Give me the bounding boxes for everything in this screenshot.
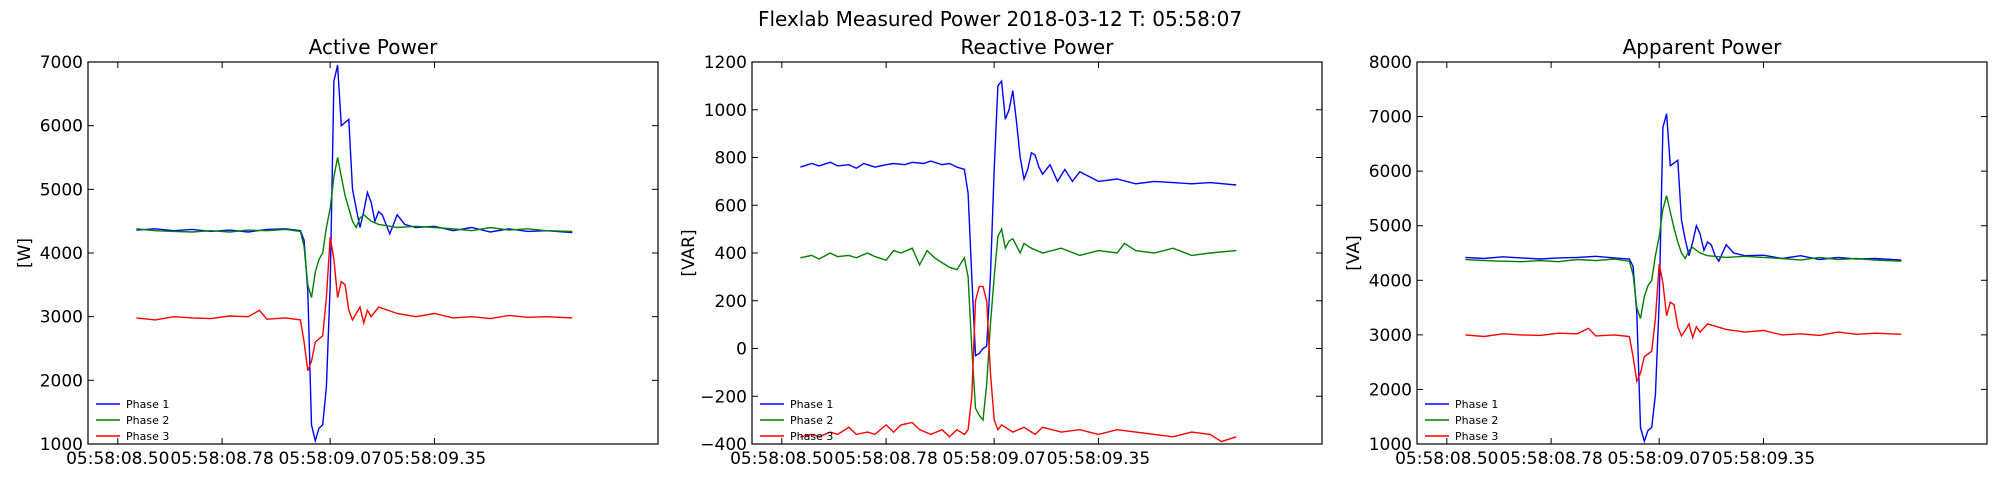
legend-label: Phase 1 [790,398,833,411]
legend-label: Phase 3 [126,430,169,443]
series-line-phase-1 [1465,113,1902,444]
series-line-phase-3 [1465,263,1902,384]
y-tick-label: −200 [700,387,747,407]
y-tick-label: −400 [700,435,747,455]
chart-panels: Active Power[W]1000200030004000500060007… [15,35,1988,469]
chart-panel: Apparent Power [VA] 1000 2000 3000 4000 5000 60… [1344,35,1988,469]
y-tick-label: 3000 [1369,326,1412,346]
series-line-phase-2 [800,226,1237,422]
x-tick-label: 05:58:08.50 [1395,449,1498,469]
x-tick-label: 05:58:09.07 [1607,449,1710,469]
y-tick-label: 1000 [40,435,83,455]
series-line-phase-3 [136,236,573,372]
y-tick-label: 6000 [1369,162,1412,182]
series-line-phase-1 [136,65,573,444]
y-tick-label: 8000 [1369,53,1412,73]
y-tick-label: 4000 [40,244,83,264]
y-tick-label: 6000 [40,117,83,137]
series-line-phase-1 [800,79,1237,357]
x-tick-label: 05:58:08.50 [730,449,833,469]
x-tick-label: 05:58:08.78 [1499,449,1602,469]
y-tick-label: 7000 [40,53,83,73]
x-tick-label: 05:58:09.35 [1047,449,1150,469]
y-axis-label: [VAR] [679,229,699,276]
y-tick-label: 800 [715,149,747,169]
y-axis-label: [VA] [1344,235,1364,270]
y-tick-label: 200 [715,292,747,312]
y-tick-label: 5000 [1369,217,1412,237]
subplot-title: Active Power [309,35,438,59]
x-tick-label: 05:58:08.78 [170,449,273,469]
plot-frame [1416,61,1988,445]
chart-panel: Reactive Power [VAR] −400 −200 0 200 400 600 800… [679,35,1323,469]
legend-label: Phase 2 [126,414,169,427]
y-axis-label: [W] [15,238,35,268]
legend-label: Phase 1 [126,398,169,411]
legend: Phase 1 Phase 2 Phase 3 [760,398,833,443]
x-tick-label: 05:58:08.78 [834,449,937,469]
chart-panel: Active Power [W] 1000 2000 3000 4000 5000 6000 7… [15,35,659,469]
x-tick-label: 05:58:09.07 [278,449,381,469]
subplot-title: Reactive Power [961,35,1115,59]
y-tick-label: 1000 [1369,435,1412,455]
y-tick-label: 7000 [1369,108,1412,128]
x-tick-label: 05:58:08.50 [66,449,169,469]
subplot-title: Apparent Power [1623,35,1783,59]
legend-label: Phase 1 [1455,398,1498,411]
y-tick-label: 600 [715,196,747,216]
plot-frame [751,61,1323,445]
legend: Phase 1 Phase 2 Phase 3 [96,398,169,443]
y-tick-label: 4000 [1369,271,1412,291]
y-tick-label: 1200 [704,53,747,73]
legend-label: Phase 2 [790,414,833,427]
y-tick-label: 1000 [704,101,747,121]
y-tick-label: 2000 [1369,380,1412,400]
x-tick-label: 05:58:09.35 [383,449,486,469]
series-line-phase-2 [1465,195,1902,319]
legend: Phase 1 Phase 2 Phase 3 [1425,398,1498,443]
y-tick-label: 3000 [40,308,83,328]
x-tick-label: 05:58:09.35 [1712,449,1815,469]
plot-frame [87,61,659,445]
legend-label: Phase 3 [1455,430,1498,443]
y-tick-label: 5000 [40,180,83,200]
legend-label: Phase 3 [790,430,833,443]
series-line-phase-3 [800,285,1237,443]
figure-title: Flexlab Measured Power 2018-03-12 T: 05:… [758,7,1242,31]
y-tick-label: 0 [736,340,747,360]
series-line-phase-2 [136,157,573,298]
y-tick-label: 400 [715,244,747,264]
x-tick-label: 05:58:09.07 [942,449,1045,469]
y-tick-label: 2000 [40,371,83,391]
legend-label: Phase 2 [1455,414,1498,427]
